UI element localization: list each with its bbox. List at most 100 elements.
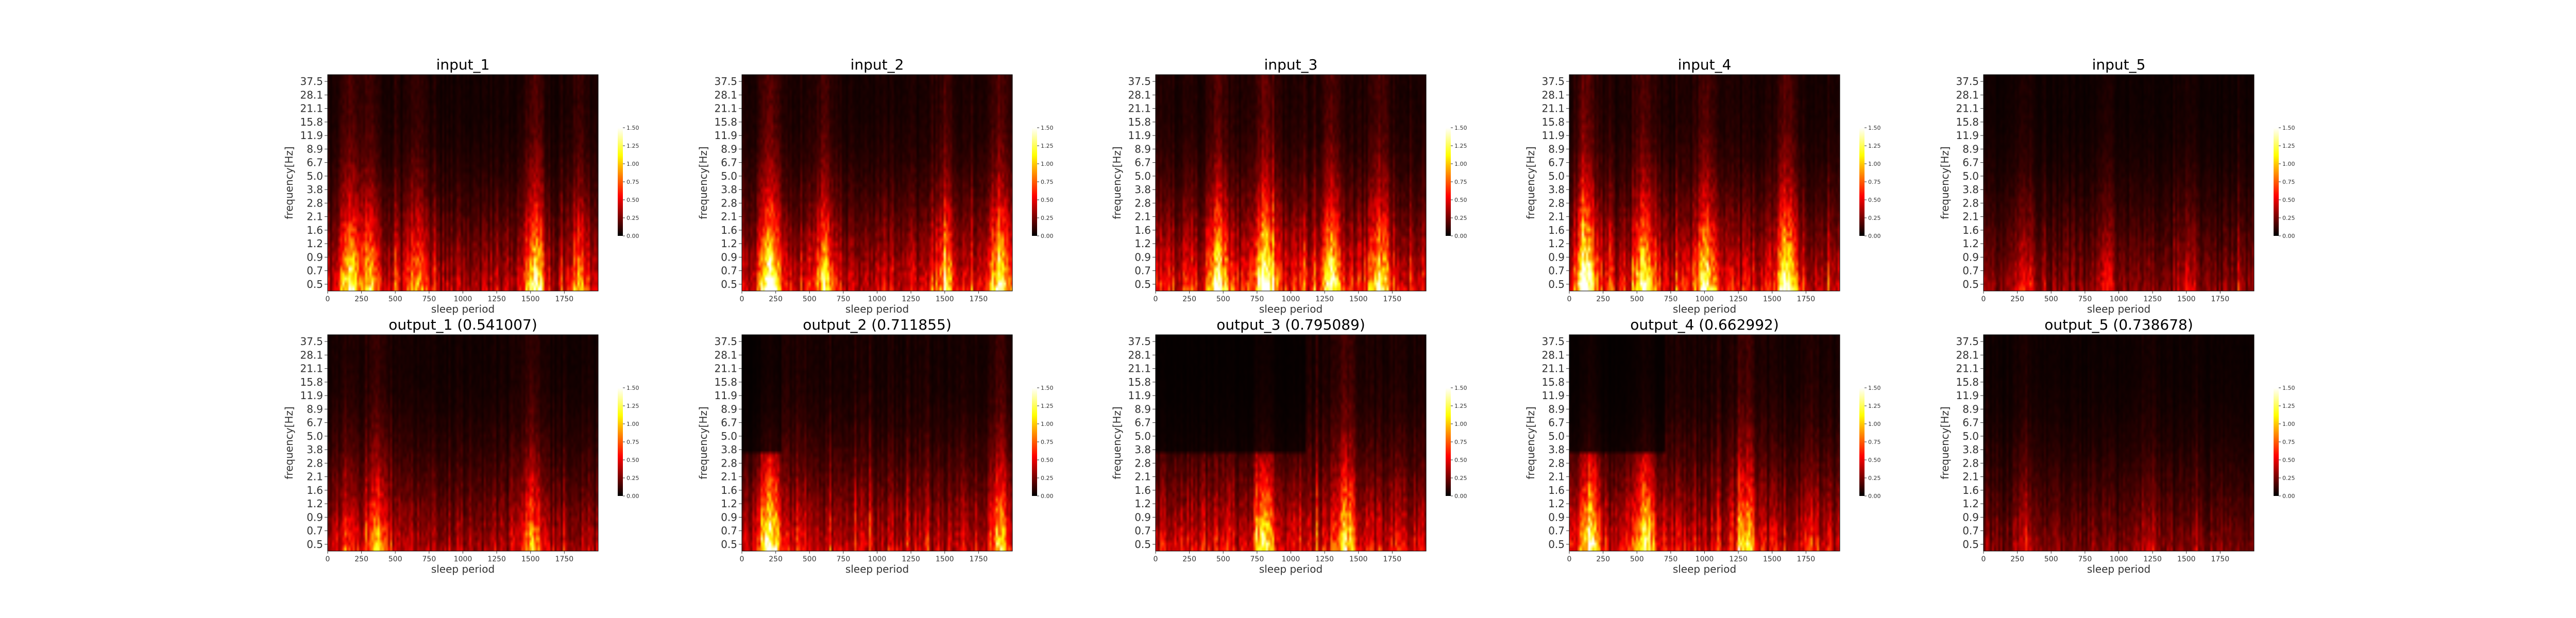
x-tick-label: 750 bbox=[1664, 295, 1678, 303]
x-axis-label: sleep period bbox=[845, 563, 909, 575]
y-tick-label: 0.7 bbox=[721, 525, 737, 537]
y-tick-label: 2.8 bbox=[721, 457, 737, 469]
x-tick-label: 1750 bbox=[1383, 555, 1402, 563]
x-tick-label: 1250 bbox=[487, 295, 506, 303]
x-axis-label: sleep period bbox=[845, 303, 909, 315]
y-tick-label: 1.6 bbox=[721, 224, 737, 236]
y-tick-label: 1.2 bbox=[1962, 497, 1979, 510]
x-tick-label: 250 bbox=[2010, 555, 2024, 563]
x-tick-label: 1500 bbox=[521, 295, 540, 303]
x-tick-label: 250 bbox=[354, 295, 368, 303]
y-tick-label: 11.9 bbox=[1956, 389, 1979, 402]
colorbar-tick-label: 0.50 bbox=[1454, 457, 1467, 464]
heatmap-image bbox=[742, 335, 1012, 551]
y-tick-label: 37.5 bbox=[1541, 335, 1565, 348]
x-tick-label: 1250 bbox=[902, 555, 920, 563]
x-tick-label: 750 bbox=[422, 555, 436, 563]
colorbar-tick-label: 0.50 bbox=[1041, 197, 1054, 203]
y-tick-label: 2.1 bbox=[721, 471, 737, 483]
panel-title: output_5 (0.738678) bbox=[2044, 316, 2193, 333]
x-tick-label: 1000 bbox=[2110, 555, 2128, 563]
x-tick-label: 1000 bbox=[1696, 555, 1714, 563]
y-tick-label: 15.8 bbox=[300, 116, 323, 128]
x-tick-label: 500 bbox=[1630, 555, 1644, 563]
y-axis-label: frequency[Hz] bbox=[1939, 146, 1951, 219]
y-tick-label: 37.5 bbox=[300, 335, 323, 348]
colorbar-tick-label: 0.75 bbox=[2282, 439, 2295, 445]
y-tick-label: 0.9 bbox=[721, 251, 737, 263]
y-tick-label: 0.9 bbox=[307, 511, 323, 523]
x-tick-label: 1000 bbox=[868, 295, 887, 303]
colorbar-tick-label: 1.50 bbox=[2282, 385, 2295, 391]
y-tick-label: 0.5 bbox=[721, 538, 737, 551]
colorbar bbox=[2274, 128, 2279, 236]
heatmap-panel: input_2 0.50.7 0.91.21.62.1 2.83.85.06.7 8.9… bbox=[697, 56, 1054, 315]
y-tick-label: 6.7 bbox=[1548, 417, 1565, 429]
y-tick-label: 0.5 bbox=[307, 538, 323, 551]
colorbar-tick-label: 1.25 bbox=[626, 403, 639, 409]
colorbar-tick-label: 0.75 bbox=[2282, 179, 2295, 185]
panel-title: output_4 (0.662992) bbox=[1630, 316, 1779, 333]
colorbar-tick-label: 0.25 bbox=[2282, 475, 2295, 482]
y-tick-label: 37.5 bbox=[1541, 75, 1565, 88]
y-tick-label: 15.8 bbox=[1956, 116, 1979, 128]
colorbar-tick-label: 0.50 bbox=[1868, 457, 1881, 464]
x-tick-label: 500 bbox=[388, 295, 402, 303]
x-tick-label: 500 bbox=[803, 555, 817, 563]
y-tick-label: 0.7 bbox=[1962, 525, 1979, 537]
x-tick-label: 0 bbox=[740, 295, 744, 303]
colorbar-tick-label: 0.75 bbox=[1868, 439, 1881, 445]
y-tick-label: 2.1 bbox=[1548, 211, 1565, 223]
y-tick-label: 28.1 bbox=[1541, 349, 1565, 361]
x-tick-label: 250 bbox=[2010, 295, 2024, 303]
panel-title: output_1 (0.541007) bbox=[388, 316, 537, 333]
y-tick-label: 28.1 bbox=[1956, 349, 1979, 361]
colorbar-tick-label: 0.50 bbox=[626, 197, 639, 203]
colorbar-tick-label: 1.50 bbox=[1454, 125, 1467, 131]
colorbar-tick-label: 0.50 bbox=[626, 457, 639, 464]
colorbar-tick-label: 1.25 bbox=[626, 143, 639, 149]
y-tick-label: 1.2 bbox=[307, 497, 323, 510]
colorbar-tick-label: 0.25 bbox=[1041, 215, 1054, 221]
colorbar-tick-label: 0.00 bbox=[1454, 493, 1467, 500]
x-tick-label: 750 bbox=[2078, 555, 2092, 563]
colorbar-tick-label: 0.25 bbox=[626, 215, 639, 221]
colorbar-tick-label: 1.00 bbox=[1454, 421, 1467, 427]
colorbar bbox=[1859, 128, 1865, 236]
y-tick-label: 21.1 bbox=[1541, 363, 1565, 375]
colorbar-tick-label: 0.00 bbox=[1868, 493, 1881, 500]
y-tick-label: 28.1 bbox=[1128, 349, 1151, 361]
y-tick-label: 15.8 bbox=[1956, 376, 1979, 388]
x-tick-label: 0 bbox=[1981, 555, 1986, 563]
x-tick-label: 0 bbox=[1567, 555, 1572, 563]
x-tick-label: 1000 bbox=[1282, 295, 1300, 303]
y-tick-label: 6.7 bbox=[1134, 417, 1151, 429]
colorbar-tick-label: 0.50 bbox=[2282, 197, 2295, 203]
y-axis-label: frequency[Hz] bbox=[1524, 146, 1537, 219]
heatmap-panel: output_4 (0.662992) 0.50.7 0.91.21.62.1 2.8… bbox=[1524, 316, 1881, 575]
y-tick-label: 8.9 bbox=[1548, 403, 1565, 415]
y-tick-label: 0.5 bbox=[1134, 538, 1151, 551]
x-tick-label: 1250 bbox=[2143, 295, 2162, 303]
heatmap-image bbox=[1569, 335, 1840, 551]
y-tick-label: 3.8 bbox=[307, 183, 323, 196]
colorbar bbox=[1032, 388, 1037, 496]
y-tick-label: 2.8 bbox=[1548, 457, 1565, 469]
y-tick-label: 2.8 bbox=[1962, 197, 1979, 209]
y-tick-label: 0.7 bbox=[1134, 525, 1151, 537]
x-tick-label: 1750 bbox=[970, 295, 988, 303]
y-tick-label: 0.7 bbox=[1962, 265, 1979, 277]
colorbar-tick-label: 1.00 bbox=[626, 421, 639, 427]
colorbar-tick-label: 1.25 bbox=[1041, 403, 1054, 409]
y-tick-label: 2.8 bbox=[1134, 197, 1151, 209]
colorbar-tick-label: 1.25 bbox=[1041, 143, 1054, 149]
x-axis-label: sleep period bbox=[2087, 303, 2150, 315]
colorbar-tick-label: 1.00 bbox=[1041, 161, 1054, 167]
y-axis-label: frequency[Hz] bbox=[283, 146, 295, 219]
y-tick-label: 21.1 bbox=[300, 102, 323, 115]
colorbar-tick-label: 0.25 bbox=[1041, 475, 1054, 482]
colorbar-tick-label: 0.00 bbox=[1041, 493, 1054, 500]
y-tick-label: 21.1 bbox=[1541, 102, 1565, 115]
y-tick-label: 15.8 bbox=[300, 376, 323, 388]
x-tick-label: 250 bbox=[1182, 555, 1196, 563]
